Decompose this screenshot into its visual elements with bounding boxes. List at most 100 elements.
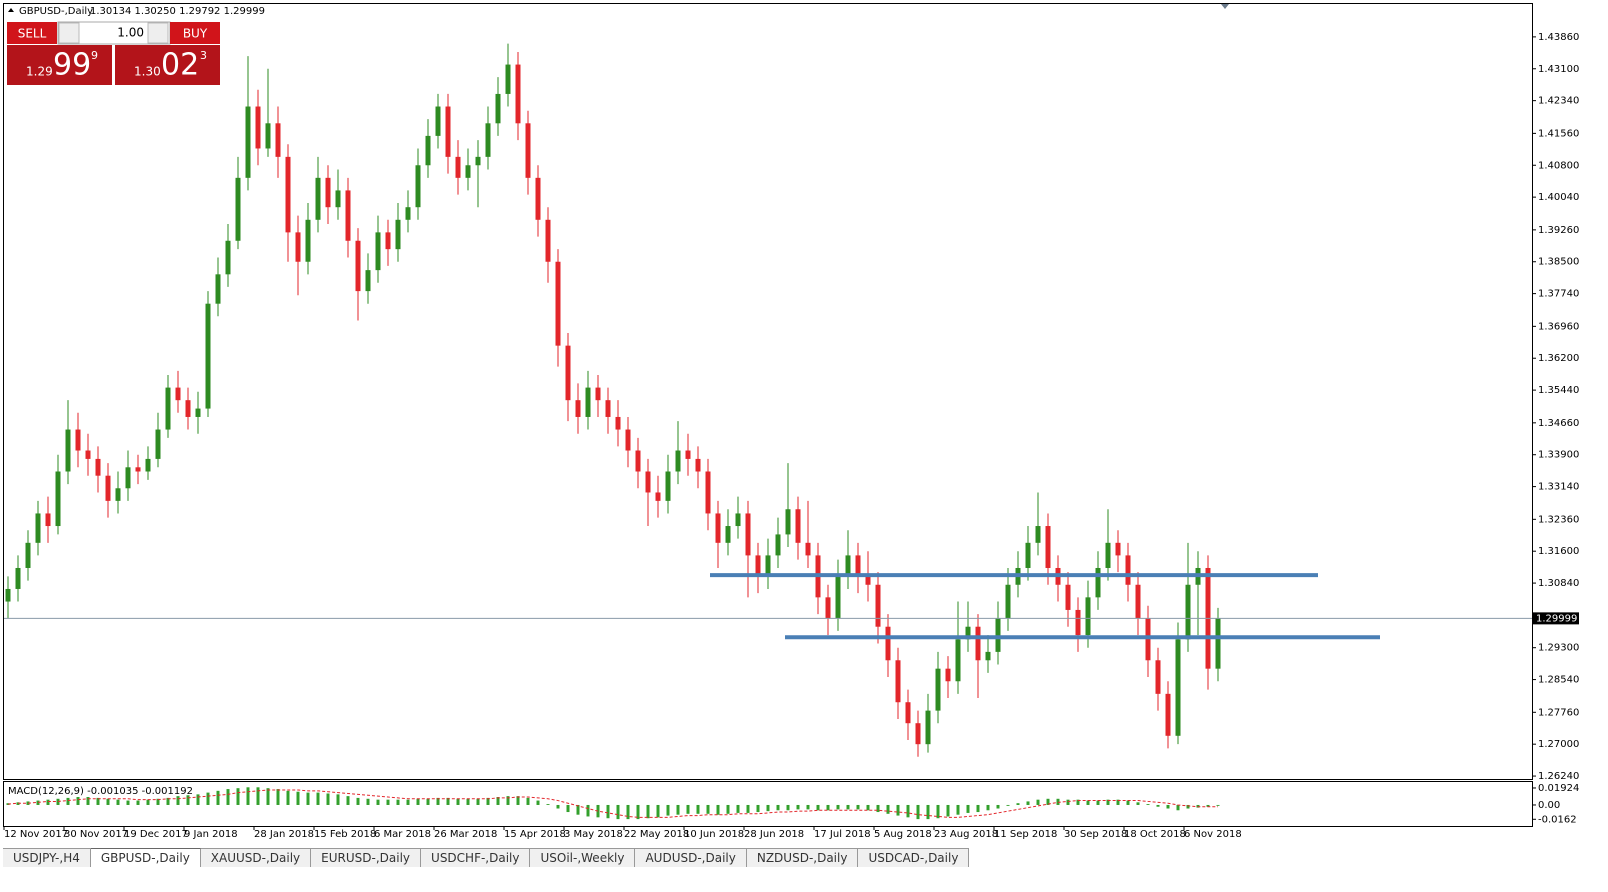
candle-body [285, 156, 291, 233]
candle-body [295, 232, 301, 262]
candle-body [745, 513, 751, 556]
candle-body [255, 106, 261, 149]
candle-body [275, 123, 281, 157]
macd-bar [146, 799, 150, 805]
macd-bar [1106, 799, 1110, 805]
y-tick-label: 1.36960 [1538, 321, 1579, 332]
chart-tab[interactable]: EURUSD-,Daily [311, 848, 422, 867]
candle-body [935, 668, 941, 711]
macd-bar [776, 804, 780, 811]
macd-bar [1046, 798, 1050, 805]
candle-body [75, 429, 81, 451]
x-tick-label: 3 May 2018 [564, 829, 623, 840]
sell-button[interactable] [7, 22, 57, 44]
candle-body [155, 429, 161, 459]
chart-tab[interactable]: USDCAD-,Daily [858, 848, 970, 867]
macd-bar [586, 804, 590, 817]
ask-box[interactable] [115, 45, 220, 85]
bid-point: 9 [91, 49, 98, 62]
macd-bar [206, 792, 210, 805]
chart-tab[interactable]: USDJPY-,H4 [3, 848, 91, 867]
macd-bar [756, 804, 760, 813]
macd-bar [186, 795, 190, 805]
lot-up[interactable] [147, 22, 169, 44]
candle-body [855, 555, 861, 577]
y-tick-label: 1.27760 [1538, 707, 1579, 718]
macd-bar [876, 804, 880, 813]
macd-signal [7, 789, 1218, 818]
candle-body [1215, 618, 1221, 669]
macd-bar [256, 787, 260, 805]
candle-body [735, 513, 741, 527]
buy-button[interactable] [170, 22, 220, 44]
macd-bar [736, 804, 740, 813]
x-tick-label: 19 Dec 2017 [124, 829, 188, 840]
chart-tab[interactable]: XAUUSD-,Daily [200, 848, 312, 867]
candle-body [45, 513, 51, 527]
candle-body [215, 274, 221, 304]
y-tick-label: 1.43100 [1538, 64, 1579, 75]
candle-body [975, 626, 981, 661]
chart-tab[interactable]: USDCHF-,Daily [421, 848, 531, 867]
chart-frame [3, 3, 1533, 780]
bid-box[interactable] [7, 45, 112, 85]
macd-bar [296, 791, 300, 805]
candle-body [1045, 526, 1051, 568]
candle-body [555, 261, 561, 346]
macd-tick-label: 0.01924 [1538, 783, 1579, 794]
candle-body [435, 106, 441, 136]
bid-pips: 99 [53, 48, 91, 83]
candle-body [525, 123, 531, 178]
lot-down[interactable] [58, 22, 80, 44]
macd-bar [246, 787, 250, 805]
candle-body [355, 240, 361, 292]
candle-body [25, 542, 31, 568]
y-tick-label: 1.30840 [1538, 578, 1579, 589]
macd-bar [936, 804, 940, 819]
candle-body [875, 584, 881, 627]
macd-bar [1126, 800, 1130, 805]
macd-bar [196, 794, 200, 805]
candle-body [185, 400, 191, 417]
candle-body [345, 190, 351, 241]
candle-body [1165, 693, 1171, 736]
macd-bar [436, 797, 440, 805]
macd-bar [716, 804, 720, 815]
candle-body [1125, 555, 1131, 585]
chart-tab[interactable]: USOil-,Weekly [530, 848, 636, 867]
macd-bar [286, 790, 290, 805]
macd-frame [3, 781, 1533, 827]
candle-body [995, 618, 1001, 652]
candle-body [545, 219, 551, 262]
macd-bar [896, 804, 900, 816]
macd-bar [356, 797, 360, 805]
chart-tab[interactable]: GBPUSD-,Daily [90, 848, 201, 867]
macd-bar [1146, 804, 1150, 805]
candle-body [585, 387, 591, 417]
candle-body [595, 387, 601, 401]
macd-bar [766, 804, 770, 812]
chart-tab[interactable]: AUDUSD-,Daily [635, 848, 747, 867]
candle-body [395, 219, 401, 250]
macd-bar [326, 793, 330, 805]
x-tick-label: 23 Aug 2018 [934, 829, 998, 840]
candle-body [645, 471, 651, 493]
y-tick-label: 1.28540 [1538, 675, 1579, 686]
chart-tab[interactable]: NZDUSD-,Daily [746, 848, 859, 867]
candle-body [905, 702, 911, 724]
macd-bar [486, 797, 490, 805]
tab-bar: USDJPY-,H4 GBPUSD-,Daily XAUUSD-,Daily EURU… [3, 848, 970, 867]
candle-body [115, 488, 121, 501]
macd-bar [166, 797, 170, 805]
macd-bar [66, 797, 70, 805]
candle-body [625, 429, 631, 451]
macd-bar [106, 798, 110, 805]
macd-bar [926, 804, 930, 820]
candle-body [785, 509, 791, 535]
macd-bar [576, 804, 580, 815]
macd-bar [506, 796, 510, 805]
x-tick-label: 18 Oct 2018 [1124, 829, 1186, 840]
x-tick-label: 5 Aug 2018 [874, 829, 932, 840]
